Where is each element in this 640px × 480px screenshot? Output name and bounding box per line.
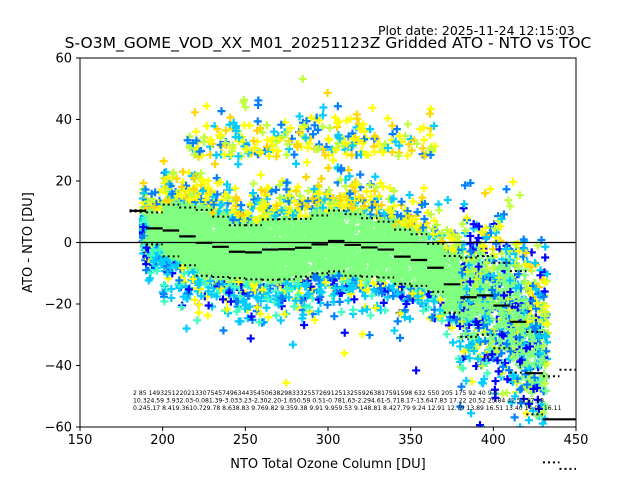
data-point — [302, 158, 311, 167]
plus-marker — [475, 421, 484, 427]
plus-marker — [262, 303, 271, 312]
data-point — [308, 294, 317, 303]
plus-marker — [483, 369, 492, 378]
plus-marker — [527, 433, 535, 441]
plus-marker — [337, 307, 346, 316]
plus-marker — [160, 297, 169, 306]
data-point — [509, 439, 517, 447]
data-point — [272, 311, 281, 320]
data-point — [365, 331, 374, 340]
plus-marker — [443, 195, 452, 204]
data-point — [275, 181, 284, 190]
plus-marker — [504, 196, 513, 205]
data-point — [475, 421, 484, 427]
plus-marker — [272, 311, 281, 320]
data-point — [292, 159, 301, 168]
plus-marker — [231, 184, 240, 193]
data-point — [278, 177, 287, 186]
data-point — [194, 308, 203, 317]
data-point — [231, 184, 240, 193]
data-point — [502, 185, 511, 194]
data-point — [159, 157, 168, 166]
data-point — [418, 193, 427, 202]
data-point — [508, 177, 517, 186]
data-point — [246, 334, 255, 343]
plus-marker — [159, 157, 168, 166]
plus-marker — [264, 313, 273, 322]
plus-marker — [502, 185, 511, 194]
plus-marker — [302, 158, 311, 167]
plus-marker — [159, 280, 168, 289]
data-point — [541, 242, 550, 251]
plus-marker — [275, 181, 284, 190]
data-point — [310, 316, 319, 325]
data-point — [524, 416, 533, 425]
plus-marker — [418, 193, 427, 202]
plus-marker — [524, 416, 533, 425]
plus-marker — [234, 160, 243, 169]
data-point — [525, 432, 533, 440]
data-point — [527, 433, 535, 441]
chart-title: S-O3M_GOME_VOD_XX_M01_20251123Z Gridded … — [64, 34, 592, 52]
data-point — [234, 160, 243, 169]
data-point — [335, 297, 344, 306]
data-point — [262, 303, 271, 312]
data-point — [443, 195, 452, 204]
plus-marker — [509, 439, 517, 447]
data-point — [504, 196, 513, 205]
plus-marker — [481, 189, 490, 198]
plus-marker — [194, 308, 203, 317]
plus-marker — [365, 331, 374, 340]
data-point — [483, 369, 492, 378]
plus-marker — [310, 316, 319, 325]
plus-marker — [525, 432, 533, 440]
plus-marker — [177, 303, 186, 312]
data-point — [160, 297, 169, 306]
data-point — [282, 378, 291, 387]
data-point — [533, 395, 542, 404]
data-point — [237, 201, 246, 210]
plus-marker — [533, 395, 542, 404]
data-point — [481, 189, 490, 198]
data-point — [337, 307, 346, 316]
data-point — [264, 313, 273, 322]
data-point — [195, 300, 204, 309]
data-point — [329, 156, 338, 165]
plus-marker — [278, 177, 287, 186]
data-point — [486, 185, 495, 194]
plus-marker — [195, 300, 204, 309]
plus-marker — [237, 201, 246, 210]
plus-marker — [508, 177, 517, 186]
plus-marker — [329, 156, 338, 165]
data-point — [177, 303, 186, 312]
plus-marker — [486, 185, 495, 194]
plus-marker — [308, 294, 317, 303]
data-point — [412, 366, 421, 375]
plus-marker — [541, 242, 550, 251]
plus-marker — [335, 297, 344, 306]
data-point — [159, 280, 168, 289]
plot-date: Plot date: 2025-11-24 12:15:03 — [378, 23, 575, 38]
plus-marker — [282, 378, 291, 387]
plus-marker — [292, 159, 301, 168]
plus-marker — [412, 366, 421, 375]
plus-marker — [246, 334, 255, 343]
